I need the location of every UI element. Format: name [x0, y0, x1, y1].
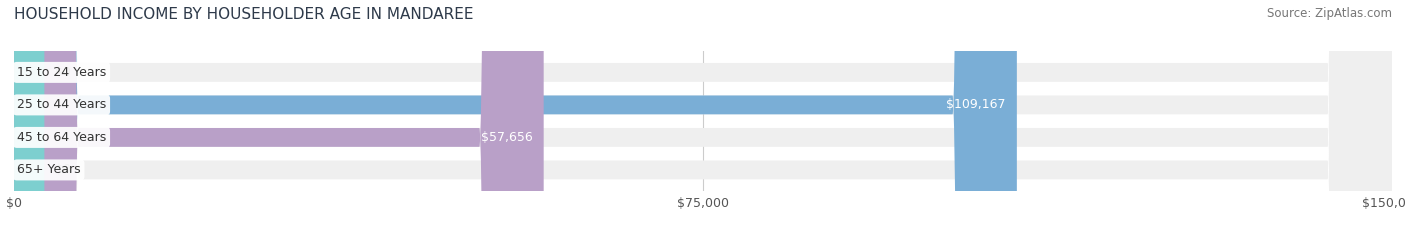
Text: 65+ Years: 65+ Years: [17, 163, 80, 176]
Text: 25 to 44 Years: 25 to 44 Years: [17, 98, 105, 111]
Text: $0: $0: [55, 163, 72, 176]
Text: Source: ZipAtlas.com: Source: ZipAtlas.com: [1267, 7, 1392, 20]
Text: 45 to 64 Years: 45 to 64 Years: [17, 131, 105, 144]
FancyBboxPatch shape: [14, 0, 45, 233]
FancyBboxPatch shape: [14, 0, 45, 233]
FancyBboxPatch shape: [14, 0, 1392, 233]
FancyBboxPatch shape: [14, 0, 544, 233]
Text: $109,167: $109,167: [946, 98, 1005, 111]
FancyBboxPatch shape: [14, 0, 1017, 233]
Text: $0: $0: [55, 66, 72, 79]
FancyBboxPatch shape: [14, 0, 1392, 233]
FancyBboxPatch shape: [14, 0, 1392, 233]
Text: $57,656: $57,656: [481, 131, 533, 144]
Text: 15 to 24 Years: 15 to 24 Years: [17, 66, 105, 79]
Text: HOUSEHOLD INCOME BY HOUSEHOLDER AGE IN MANDAREE: HOUSEHOLD INCOME BY HOUSEHOLDER AGE IN M…: [14, 7, 474, 22]
FancyBboxPatch shape: [14, 0, 1392, 233]
